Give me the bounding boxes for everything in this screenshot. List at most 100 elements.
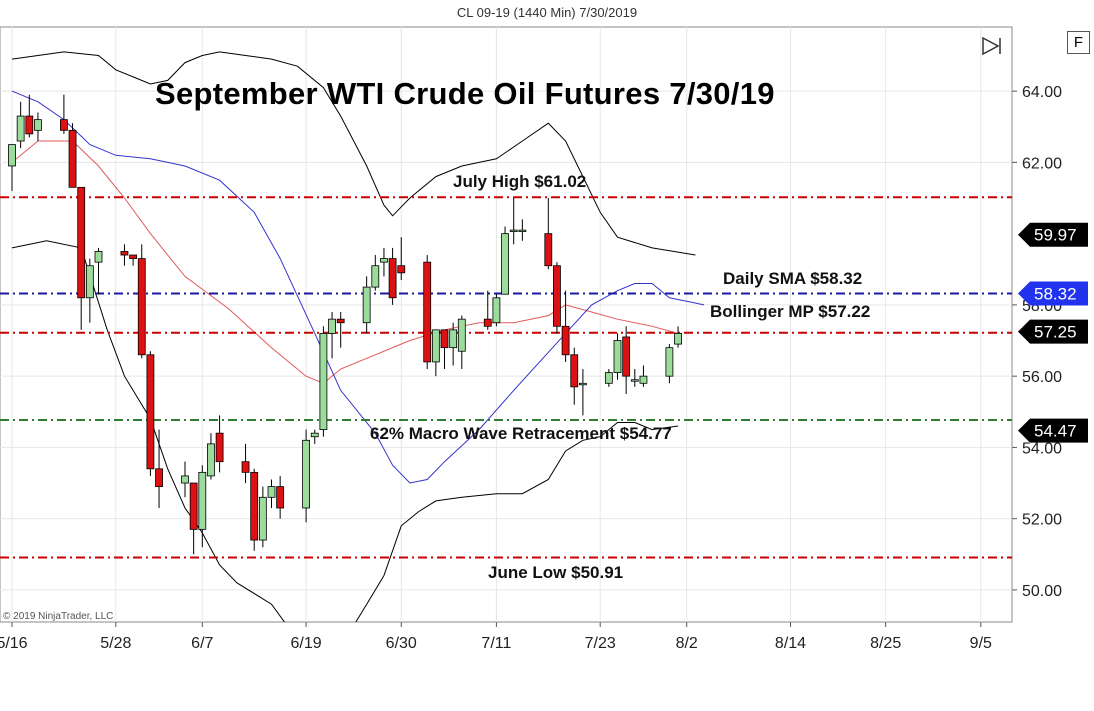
play-end-icon[interactable] [980, 36, 1004, 61]
candle [310, 429, 319, 444]
x-tick-label: 6/7 [191, 635, 213, 652]
candle-up-body [328, 318, 336, 334]
y-tick-label: 56.00 [1022, 369, 1062, 386]
candle-down-body [276, 486, 285, 509]
y-tick-label: 64.00 [1022, 84, 1062, 101]
candle [431, 329, 440, 377]
candle [25, 94, 34, 138]
price-tag-57-25: 57.25 [1018, 319, 1088, 344]
candle [85, 258, 94, 323]
price-tag-shape [1018, 222, 1088, 247]
candle-down-body [250, 471, 259, 541]
price-tag-text: 59.97 [1034, 226, 1077, 245]
candle [604, 369, 613, 387]
candle [570, 347, 579, 405]
july-high-label: July High $61.02 [453, 172, 587, 191]
candle [215, 415, 224, 473]
candle-up-body [319, 333, 328, 431]
x-tick-label: 7/23 [585, 635, 616, 652]
candle-up-body [431, 329, 440, 363]
x-tick-label: 7/11 [481, 635, 511, 652]
candle [423, 255, 432, 370]
candle-up-body [630, 379, 639, 382]
candle [77, 186, 86, 330]
x-tick-label: 5/16 [0, 635, 28, 652]
candle-up-body [639, 375, 648, 384]
candle-up-body [362, 286, 371, 324]
candle [146, 351, 155, 476]
candle-down-body [397, 265, 406, 274]
y-tick-label: 54.00 [1022, 440, 1062, 457]
x-tick-label: 6/30 [386, 635, 417, 652]
price-tag-text: 54.47 [1034, 422, 1077, 441]
candle-up-body [94, 251, 103, 263]
candle-down-body [553, 265, 561, 327]
corner-f-button[interactable]: F [1067, 31, 1090, 54]
candle-up-body [310, 432, 319, 438]
candle [336, 312, 345, 348]
candle-up-body [501, 233, 509, 295]
indicator-upper-bollinger [11, 51, 696, 256]
candle-down-body [622, 336, 631, 377]
candle-up-body [449, 329, 458, 349]
candle-up-body [371, 265, 380, 288]
indicator-daily-sma [11, 90, 705, 484]
candle [181, 461, 189, 498]
candle-down-body [155, 468, 163, 488]
y-tick-label: 52.00 [1022, 512, 1062, 529]
candle-up-body [579, 382, 587, 386]
candle [250, 468, 259, 551]
candle-up-body [34, 119, 42, 131]
candle [34, 112, 42, 142]
x-tick-label: 5/28 [100, 635, 131, 652]
candle [544, 198, 553, 270]
y-tick-label: 50.00 [1022, 583, 1062, 600]
candle-down-body [440, 329, 449, 349]
candle-down-body [423, 261, 432, 363]
candle-up-body [492, 297, 501, 324]
candle [579, 369, 587, 416]
x-tick-label: 8/25 [870, 635, 901, 652]
candle [613, 333, 622, 380]
candle-up-body [198, 471, 207, 530]
candle [155, 429, 163, 508]
candle-down-body [561, 325, 570, 356]
candle-down-body [241, 461, 250, 473]
candle-up-body [267, 486, 276, 498]
candle [665, 344, 674, 384]
candle-up-body [604, 372, 613, 384]
candle [518, 219, 527, 241]
june-low-label: June Low $50.91 [488, 563, 624, 582]
price-tag-text: 58.32 [1034, 285, 1077, 304]
candle-up-body [16, 115, 25, 142]
candle-up-body [8, 144, 16, 167]
x-tick-label: 8/14 [775, 635, 806, 652]
candle [397, 237, 406, 280]
candle-down-body [68, 129, 77, 188]
x-tick-label: 9/5 [970, 635, 992, 652]
price-tag-58-32: 58.32 [1018, 281, 1088, 306]
candle-up-body [85, 265, 94, 299]
candle-down-body [146, 354, 155, 470]
candle [630, 369, 639, 387]
candle [622, 326, 631, 394]
candle-up-body [258, 496, 267, 541]
candle [276, 475, 285, 519]
candle [129, 254, 138, 266]
price-tag-shape [1018, 418, 1088, 443]
candle [207, 433, 215, 480]
candle [137, 244, 146, 359]
candle [639, 365, 648, 387]
candle-down-body [215, 432, 224, 463]
chart-title: September WTI Crude Oil Futures 7/30/19 [155, 76, 775, 111]
candle-down-body [137, 258, 146, 356]
candle [16, 101, 25, 149]
candle-down-body [129, 254, 138, 259]
copyright-text: © 2019 NinjaTrader, LLC [3, 611, 114, 622]
candle-down-body [25, 115, 34, 135]
candle [440, 329, 449, 370]
candle [258, 486, 267, 548]
bollinger-mp-label: Bollinger MP $57.22 [710, 302, 871, 321]
candle-down-body [483, 318, 492, 327]
